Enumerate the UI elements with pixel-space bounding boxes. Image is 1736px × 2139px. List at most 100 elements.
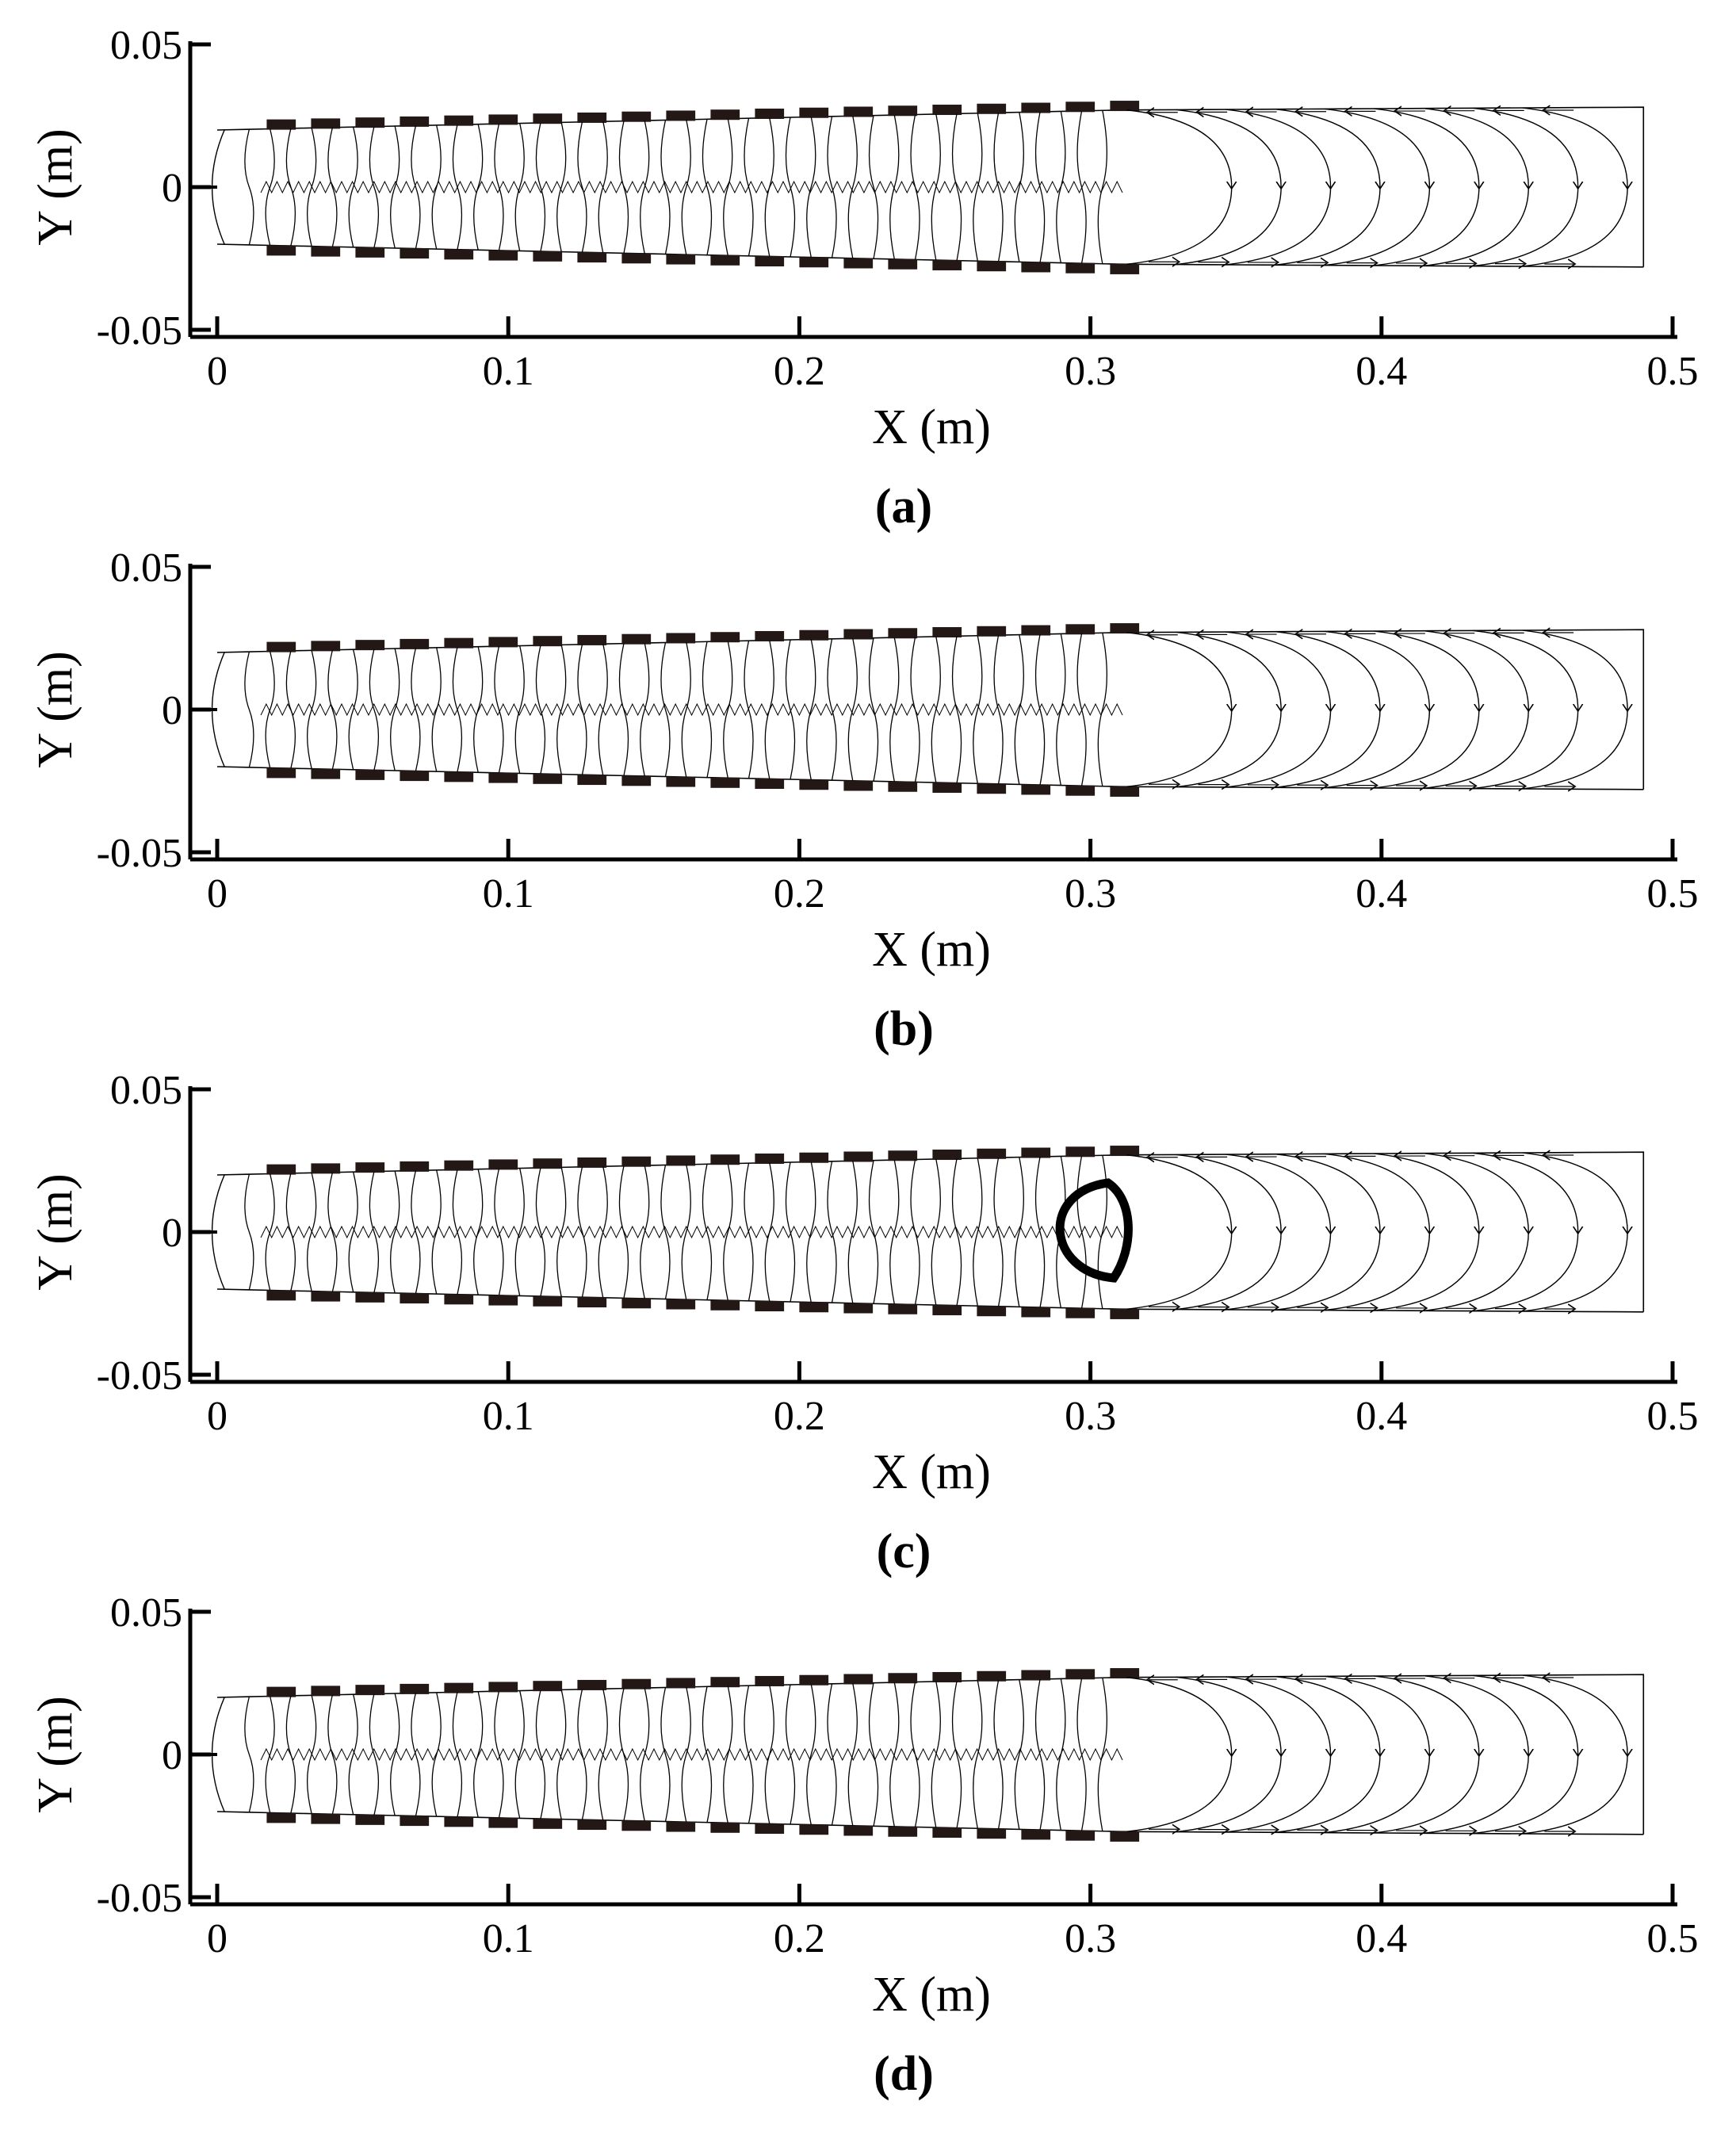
electrode bbox=[311, 246, 341, 257]
streamline bbox=[411, 1693, 421, 1816]
streamline bbox=[327, 127, 338, 247]
streamline bbox=[640, 642, 650, 777]
electrode bbox=[666, 1155, 696, 1166]
electrode bbox=[977, 626, 1007, 637]
streamline bbox=[931, 113, 941, 261]
electrode bbox=[311, 768, 341, 779]
streamline bbox=[244, 128, 254, 246]
streamline bbox=[1275, 709, 1381, 788]
channel-wall bbox=[216, 1288, 1644, 1313]
electrode bbox=[755, 1301, 785, 1312]
electrode bbox=[799, 779, 829, 790]
streamline bbox=[681, 119, 691, 255]
electrode bbox=[666, 633, 696, 644]
y-tick-label: 0 bbox=[162, 1733, 182, 1778]
electrode bbox=[799, 107, 829, 118]
streamline bbox=[993, 113, 1004, 262]
electrode bbox=[621, 1298, 652, 1309]
streamline bbox=[431, 647, 442, 772]
streamline bbox=[211, 1174, 225, 1290]
streamline bbox=[514, 1168, 525, 1296]
streamline bbox=[348, 127, 358, 247]
streamline bbox=[1176, 1676, 1281, 1754]
electrode bbox=[355, 247, 385, 258]
electrode bbox=[400, 1161, 430, 1172]
streamline bbox=[889, 637, 900, 783]
electrode bbox=[843, 629, 874, 640]
streamline bbox=[951, 113, 962, 261]
streamline bbox=[1275, 1154, 1380, 1232]
electrode bbox=[400, 1816, 430, 1827]
centre-line bbox=[260, 180, 1123, 194]
electrode bbox=[1065, 624, 1096, 635]
x-tick-label: 0.4 bbox=[1356, 349, 1407, 394]
electrode bbox=[932, 1827, 962, 1838]
streamline bbox=[618, 1688, 629, 1821]
electrode bbox=[1110, 1308, 1140, 1319]
streamline bbox=[1325, 630, 1429, 710]
streamline bbox=[868, 1160, 879, 1304]
electrode bbox=[1065, 1146, 1096, 1158]
electrode bbox=[400, 248, 430, 259]
streamline bbox=[1423, 1153, 1528, 1232]
electrode bbox=[843, 106, 874, 117]
streamline bbox=[660, 642, 671, 777]
streamline bbox=[827, 116, 837, 258]
streamline bbox=[618, 1165, 629, 1299]
streamline bbox=[1034, 1678, 1046, 1831]
streamline bbox=[1126, 1231, 1233, 1310]
electrode bbox=[355, 117, 385, 128]
streamline bbox=[1176, 1754, 1282, 1833]
electrode bbox=[488, 1817, 518, 1828]
electrode bbox=[533, 1681, 563, 1692]
streamline bbox=[431, 1692, 442, 1817]
electrode bbox=[266, 1686, 296, 1697]
streamline bbox=[1275, 1231, 1381, 1311]
streamline bbox=[702, 1164, 713, 1300]
streamline bbox=[556, 1689, 567, 1819]
x-tick-label: 0.5 bbox=[1647, 1394, 1699, 1439]
streamline bbox=[951, 1681, 962, 1828]
streamline bbox=[640, 1687, 650, 1822]
y-tick-label: -0.05 bbox=[97, 1353, 182, 1399]
streamline bbox=[847, 116, 858, 258]
electrode bbox=[311, 641, 341, 652]
electrode bbox=[444, 1294, 474, 1305]
electrode bbox=[1110, 1831, 1140, 1842]
electrode bbox=[710, 254, 740, 266]
streamline bbox=[1226, 1754, 1332, 1833]
electrode bbox=[355, 1685, 385, 1696]
electrode bbox=[444, 1816, 474, 1827]
streamline bbox=[1176, 109, 1281, 187]
x-axis-label: X (m) bbox=[872, 923, 991, 977]
streamline bbox=[993, 1680, 1004, 1829]
streamline bbox=[681, 1164, 691, 1300]
y-tick-label: 0.05 bbox=[110, 545, 182, 591]
streamline bbox=[1374, 1754, 1480, 1834]
electrode bbox=[1110, 786, 1140, 797]
streamline bbox=[577, 1166, 587, 1298]
centre-line bbox=[260, 702, 1123, 717]
electrode bbox=[400, 1293, 430, 1304]
streamline bbox=[1097, 633, 1107, 786]
electrode bbox=[755, 1675, 785, 1686]
x-tick-label: 0.5 bbox=[1647, 349, 1699, 394]
y-tick-label: 0.05 bbox=[110, 23, 182, 68]
electrode bbox=[1110, 263, 1140, 274]
electrode bbox=[311, 118, 341, 129]
streamline bbox=[973, 635, 983, 784]
x-tick-label: 0 bbox=[207, 1916, 228, 1961]
electrode bbox=[1021, 1670, 1051, 1681]
electrode bbox=[1021, 102, 1051, 113]
streamline bbox=[265, 651, 275, 768]
streamline bbox=[473, 1691, 484, 1818]
channel-wall bbox=[216, 766, 1644, 790]
electrode bbox=[621, 775, 652, 786]
electrode bbox=[888, 1826, 918, 1837]
x-tick-label: 0.2 bbox=[774, 1394, 825, 1439]
electrode bbox=[843, 1825, 874, 1836]
electrode bbox=[843, 1303, 874, 1314]
streamline bbox=[1176, 709, 1282, 788]
